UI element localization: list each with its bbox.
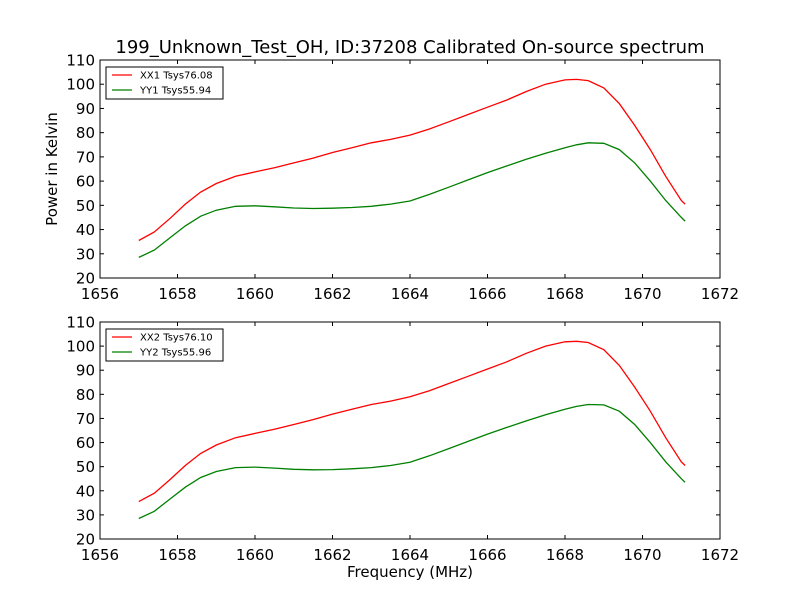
series-line-1-1 [138,78,686,242]
y-tick-label: 110 [66,52,95,70]
y-tick-label: 20 [76,531,95,549]
series-line-2-2 [138,403,686,520]
y-tick-label: 80 [76,386,95,404]
x-tick-label: 1666 [468,546,506,564]
y-tick-label: 90 [76,100,95,118]
legend: XX1 Tsys76.08 YY1 Tsys55.94 [105,66,224,100]
x-tick-label: 1670 [623,285,661,303]
x-tick-label: 1672 [701,285,739,303]
y-tick-label: 100 [66,76,95,94]
x-tick-label: 1658 [158,546,196,564]
y-tick-label: 70 [76,148,95,166]
legend-box [105,328,224,362]
y-tick-label: 60 [76,173,95,191]
series-line-2-1 [138,340,686,503]
x-tick-label: 1662 [313,546,351,564]
x-tick-label: 1664 [391,285,429,303]
y-tick-label: 50 [76,197,95,215]
y-tick-label: 70 [76,410,95,428]
legend: XX2 Tsys76.10 YY2 Tsys55.96 [105,328,224,362]
chart-title: 199_Unknown_Test_OH, ID:37208 Calibrated… [115,37,704,58]
y-axis-title: Power in Kelvin [43,112,61,226]
legend-label: YY1 Tsys55.94 [139,86,211,97]
bottom-panel: 1656 1658 1660 1662 1664 1666 1668 1670 1672 20 30… [66,314,739,582]
series-line-1-2 [138,142,686,258]
y-tick-label: 30 [76,245,95,263]
y-tick-label: 50 [76,458,95,476]
x-tick-label: 1670 [623,546,661,564]
x-axis-title: Frequency (MHz) [347,563,473,581]
legend-label: XX1 Tsys76.08 [140,71,213,82]
legend-label: YY2 Tsys55.96 [139,348,211,359]
y-tick-label: 30 [76,506,95,524]
y-tick-label: 110 [66,314,95,332]
y-tick-label: 60 [76,434,95,452]
x-tick-label: 1656 [81,285,119,303]
x-tick-label: 1664 [391,546,429,564]
y-tick-label: 100 [66,338,95,356]
x-tick-label: 1668 [546,285,584,303]
y-tick-label: 40 [76,221,95,239]
x-tick-label: 1668 [546,546,584,564]
legend-label: XX2 Tsys76.10 [140,333,213,344]
top-panel: 1656 1658 1660 1662 1664 1666 1668 1670 1672 20 30… [43,52,739,304]
x-tick-label: 1660 [236,285,274,303]
legend-box [105,66,224,100]
y-tick-label: 20 [76,270,95,288]
y-tick-label: 80 [76,124,95,142]
x-tick-label: 1656 [81,546,119,564]
x-tick-label: 1658 [158,285,196,303]
y-tick-label: 90 [76,362,95,380]
y-tick-label: 40 [76,482,95,500]
x-tick-label: 1666 [468,285,506,303]
x-tick-label: 1660 [236,546,274,564]
x-tick-label: 1662 [313,285,351,303]
x-tick-label: 1672 [701,546,739,564]
